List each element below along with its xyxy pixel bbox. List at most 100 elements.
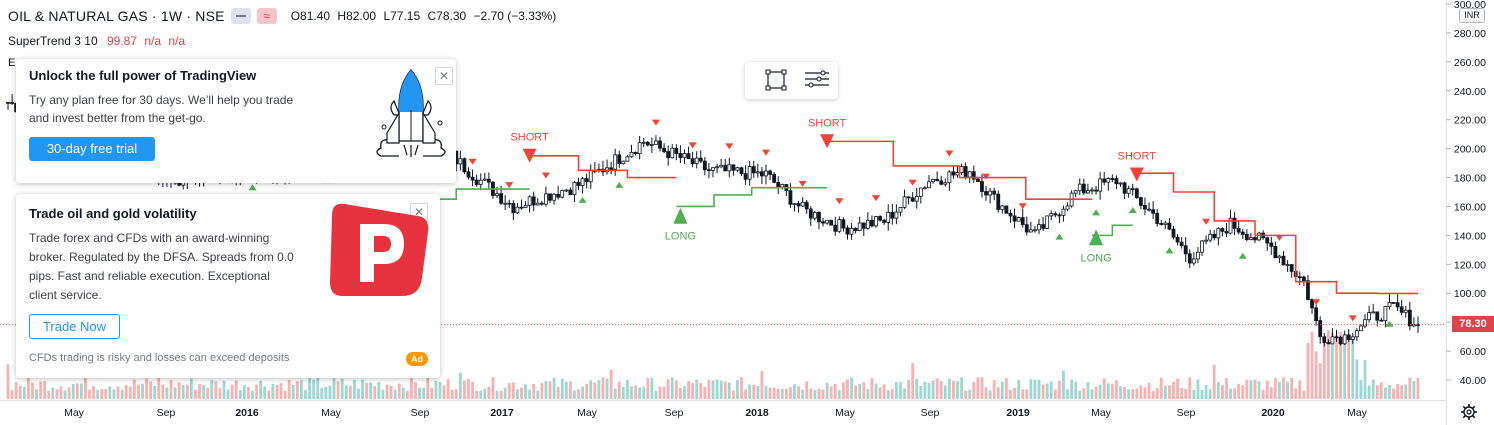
volume-bar [515, 389, 519, 399]
candle-body [1073, 190, 1078, 194]
volume-bar [10, 390, 14, 399]
candle-body [658, 140, 662, 149]
last-price-label: 78.30 [1452, 316, 1494, 332]
volume-bar [79, 383, 83, 399]
volume-bar [858, 383, 862, 399]
pepperstone-logo-icon[interactable] [326, 200, 432, 300]
volume-bar [719, 380, 723, 399]
candle-body [1090, 189, 1094, 192]
rectangle-select-icon[interactable] [765, 69, 787, 91]
volume-bar [1200, 390, 1204, 399]
free-trial-button[interactable]: 30-day free trial [29, 137, 155, 161]
candle-body [963, 166, 968, 178]
volume-bar [797, 386, 800, 399]
volume-bar [707, 379, 711, 399]
ad-line-4: client service. [29, 288, 102, 302]
volume-bar [153, 385, 157, 399]
volume-bar [1005, 378, 1008, 399]
candle-body [1220, 228, 1225, 232]
volume-bar [854, 385, 858, 399]
volume-bar [1359, 380, 1363, 399]
volume-bar [1290, 377, 1294, 399]
candle-body [971, 171, 976, 180]
volume-bar [230, 384, 234, 399]
candle-body [1273, 245, 1278, 259]
up-arrow-marker [615, 181, 624, 188]
x-tick-label: Sep [157, 407, 176, 419]
volume-bar [283, 390, 287, 399]
collapsed-legend-letter[interactable]: E [8, 57, 16, 69]
volume-bar [1286, 381, 1289, 399]
hide-legend-icon[interactable] [230, 8, 251, 24]
volume-bar [1106, 383, 1110, 399]
ad-card: Trade oil and gold volatility Trade fore… [16, 194, 440, 378]
volume-bar [1021, 389, 1025, 399]
candle-body [711, 167, 715, 171]
volume-bar [1314, 351, 1318, 399]
volume-bar [357, 388, 360, 399]
trade-now-button[interactable]: Trade Now [29, 314, 120, 339]
candle-body [719, 164, 724, 168]
x-tick-label: May [1091, 407, 1112, 419]
volume-bar [662, 386, 666, 399]
volume-bar [177, 382, 181, 399]
candle-body [1053, 213, 1058, 216]
candle-body [531, 196, 536, 206]
volume-bar [1017, 379, 1021, 399]
volume-bar [75, 383, 79, 399]
candle-body [1240, 231, 1245, 235]
compare-flag-icon[interactable]: ≈ [256, 8, 277, 24]
volume-bar [568, 381, 572, 399]
candle-body [1236, 227, 1241, 233]
volume-bar [678, 388, 682, 399]
down-arrow-marker [872, 195, 881, 202]
volume-bar [813, 390, 817, 399]
currency-badge[interactable]: INR [1459, 8, 1485, 23]
x-tick-label: Sep [921, 407, 940, 419]
candle-body [853, 227, 858, 231]
volume-bar [1237, 383, 1241, 399]
volume-bar [112, 389, 116, 399]
candle-body [874, 216, 878, 227]
candle-body [1285, 264, 1290, 266]
volume-bar [1371, 379, 1375, 399]
volume-bar [1416, 377, 1420, 399]
volume-bar [454, 389, 458, 399]
down-arrow-marker [908, 179, 917, 186]
candle-body [662, 147, 666, 152]
indicator-row[interactable]: SuperTrend 3 10 99.87 n/a n/a [8, 34, 185, 48]
y-tick-label: 40.00 [1460, 375, 1486, 387]
volume-bar [295, 381, 299, 399]
volume-bar [695, 379, 699, 399]
candle-body [613, 154, 618, 170]
gear-icon[interactable] [1460, 403, 1478, 421]
candle-body [1403, 309, 1408, 313]
volume-bar [1212, 364, 1216, 399]
down-arrow-marker [688, 142, 697, 149]
volume-bar [352, 379, 356, 399]
volume-bar [911, 363, 915, 399]
volume-bar [1115, 380, 1118, 399]
y-tick-label: 260.00 [1454, 57, 1486, 69]
candle-body [939, 180, 944, 185]
volume-bar [890, 389, 894, 399]
volume-bar [84, 377, 87, 399]
candle-body [861, 222, 866, 229]
volume-bar [980, 377, 984, 399]
candle-body [776, 181, 781, 188]
volume-bar [1294, 388, 1298, 399]
volume-bar [552, 377, 556, 399]
object-tree-icon[interactable] [803, 69, 831, 91]
candle-body [1265, 237, 1270, 244]
candle-body [817, 212, 821, 223]
candle-body [829, 219, 834, 226]
volume-bar [556, 386, 560, 399]
promo-close-button[interactable]: ✕ [435, 67, 453, 85]
volume-bar [764, 385, 768, 399]
symbol-title[interactable]: OIL & NATURAL GAS · 1W · NSE [8, 8, 225, 24]
candle-body [1375, 311, 1380, 321]
indicator-name[interactable]: SuperTrend 3 10 [8, 34, 98, 48]
candle-body [894, 211, 899, 219]
volume-bar [833, 383, 837, 399]
volume-bar [727, 382, 731, 399]
